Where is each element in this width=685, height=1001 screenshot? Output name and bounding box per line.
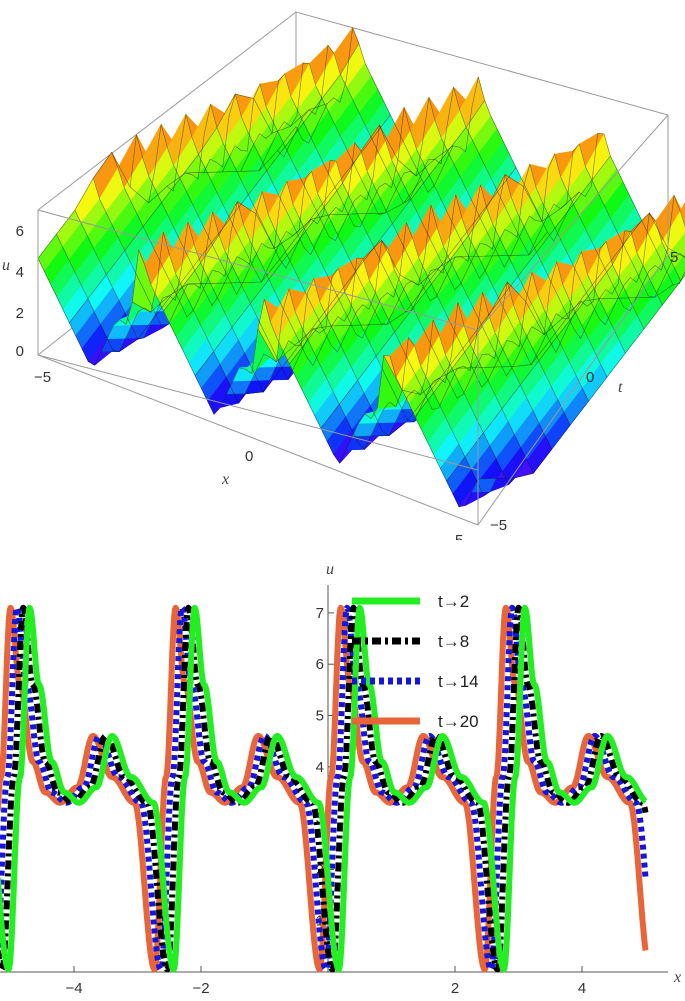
legend: t→2 t→8 t→14 t→20: [352, 592, 479, 731]
t-tick-0: 0: [586, 369, 594, 386]
t-tick-5: 5: [670, 249, 678, 266]
x-axis-label-3d: x: [221, 471, 229, 488]
mesh-line: [163, 179, 422, 312]
t-axis-label: t: [618, 379, 623, 396]
x-tick-5: 5: [455, 532, 463, 540]
legend-label: t→20: [438, 712, 479, 731]
surface-mesh: [37, 27, 685, 508]
lp-x-tick-label: −4: [65, 980, 82, 997]
x-axis-3d: −5 0 5 x: [34, 369, 463, 540]
t-tick-minus5: −5: [490, 517, 507, 534]
lp-y-tick-label: 7: [316, 605, 324, 622]
lp-x-axis-label: x: [673, 969, 681, 986]
legend-label: t→8: [438, 632, 469, 651]
mesh-line: [414, 281, 674, 417]
t-axis: 5 0 −5 t: [490, 249, 678, 534]
mesh-line: [37, 126, 297, 259]
mesh-line: [352, 155, 611, 437]
u-tick-2: 2: [16, 305, 24, 322]
mesh-line: [194, 124, 454, 376]
lp-x-tick-label: −2: [192, 980, 209, 997]
legend-label: t→14: [438, 672, 479, 691]
mesh-line: [320, 174, 580, 429]
lp-x-tick-label: 4: [578, 980, 586, 997]
mesh-line: [132, 114, 391, 313]
mesh-line: [289, 231, 548, 365]
box-front: [37, 114, 669, 526]
u-axis: 6 4 2 0 u: [2, 223, 24, 360]
mesh-line: [477, 274, 685, 480]
u-axis-label: u: [2, 257, 10, 274]
mesh-line: [446, 212, 685, 482]
series-line-t-2: [0, 604, 648, 973]
lp-y-tick-label: 4: [316, 759, 324, 776]
mesh-line: [383, 220, 642, 395]
u-tick-0: 0: [16, 343, 24, 360]
legend-label: t→2: [438, 592, 469, 611]
u-tick-4: 4: [16, 264, 24, 281]
u-tick-6: 6: [16, 223, 24, 240]
lp-y-tick-label: 6: [316, 656, 324, 673]
lp-y-axis-label: u: [326, 561, 334, 578]
lp-y-tick-label: 5: [316, 708, 324, 725]
line-plot-series: [0, 604, 649, 973]
x-tick-0: 0: [245, 448, 253, 465]
lp-x-tick-label: 2: [451, 980, 459, 997]
mesh-line: [100, 43, 360, 353]
surface-plot: 6 4 2 0 u −5 0 5 x 5 0 −5 t: [2, 11, 685, 540]
mesh-line: [257, 167, 517, 363]
x-tick-minus5: −5: [34, 369, 51, 386]
surface-patch: [679, 202, 685, 228]
mesh-line: [69, 93, 328, 323]
